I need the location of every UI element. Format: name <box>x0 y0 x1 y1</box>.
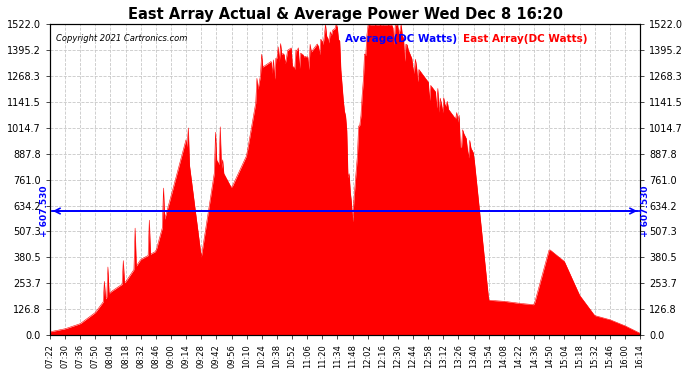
Text: Average(DC Watts): Average(DC Watts) <box>345 34 457 44</box>
Text: + 607.530: + 607.530 <box>41 185 50 237</box>
Text: Copyright 2021 Cartronics.com: Copyright 2021 Cartronics.com <box>56 34 187 43</box>
Text: East Array(DC Watts): East Array(DC Watts) <box>463 34 587 44</box>
Text: + 607.530: + 607.530 <box>640 185 649 237</box>
Title: East Array Actual & Average Power Wed Dec 8 16:20: East Array Actual & Average Power Wed De… <box>128 7 562 22</box>
